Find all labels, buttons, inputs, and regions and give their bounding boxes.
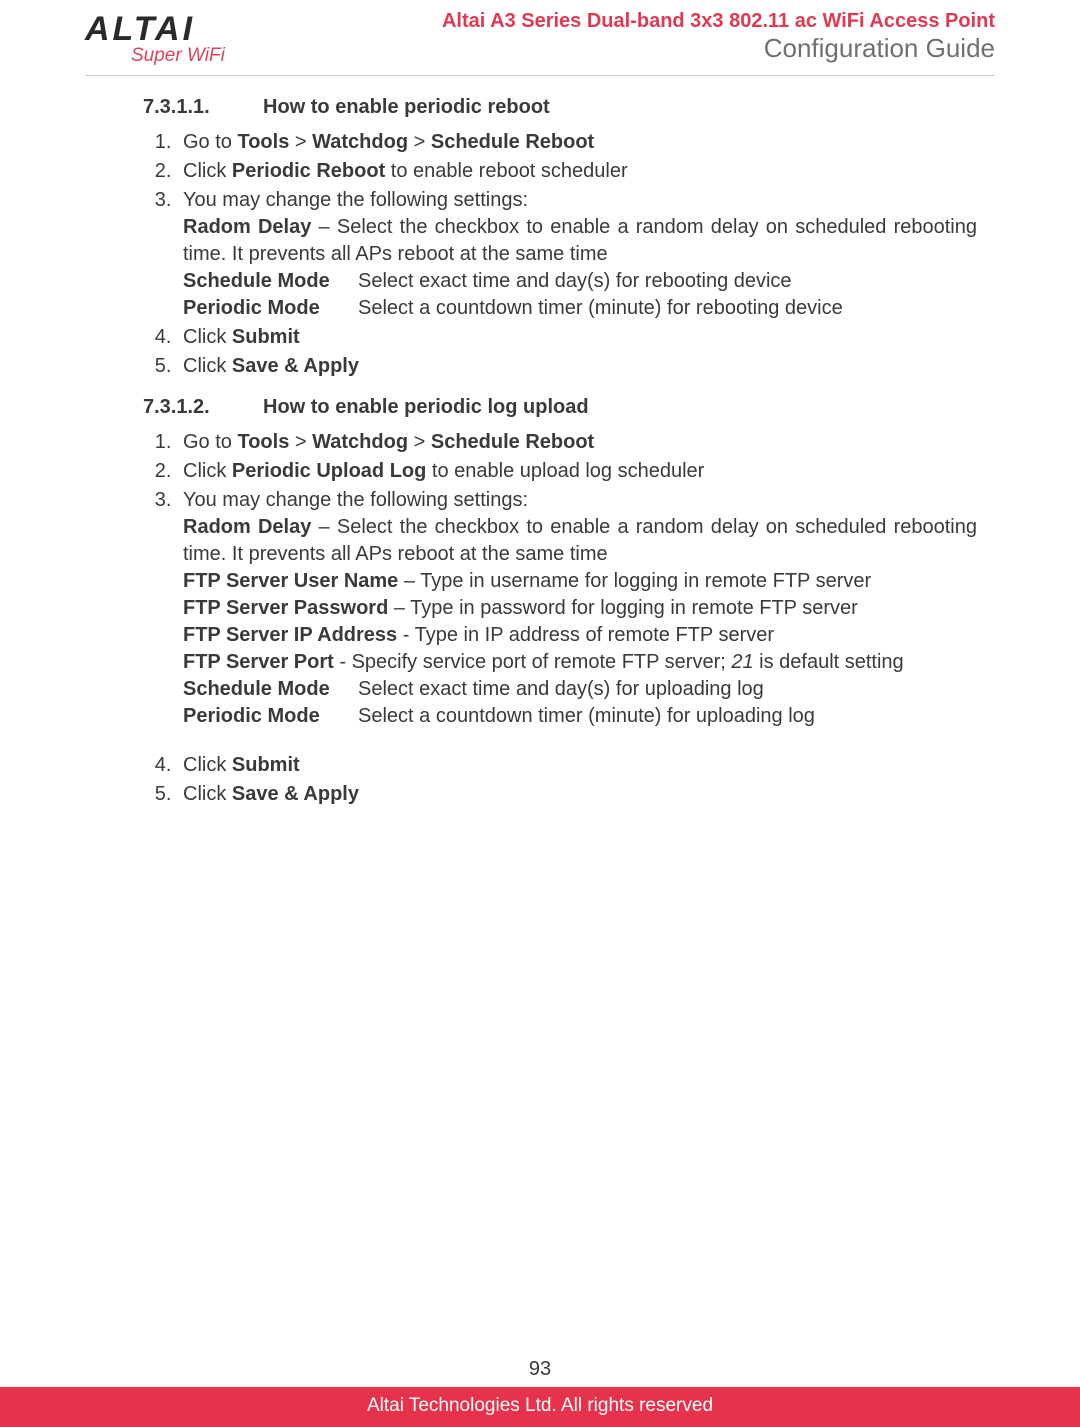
step-text: > — [408, 131, 431, 153]
page-header: ALTAI Super WiFi Altai A3 Series Dual-ba… — [85, 10, 995, 76]
section-number: 7.3.1.2. — [143, 394, 263, 421]
section-heading-2: 7.3.1.2. How to enable periodic log uplo… — [143, 394, 977, 421]
logo-sub: Super WiFi — [131, 45, 225, 67]
header-title-product: Altai A3 Series Dual-band 3x3 802.11 ac … — [442, 10, 995, 33]
mode-row: Schedule Mode Select exact time and day(… — [183, 268, 977, 295]
footer-copyright: Altai Technologies Ltd. All rights reser… — [0, 1387, 1080, 1427]
mode-row: Periodic Mode Select a countdown timer (… — [183, 295, 977, 322]
setting-italic: 21 — [731, 651, 753, 673]
logo-main: ALTAI — [85, 14, 225, 45]
step-item: Click Submit — [177, 324, 977, 351]
step-text: > — [408, 431, 431, 453]
step-item: Click Submit — [177, 752, 977, 779]
setting-text: - Specify service port of remote FTP ser… — [334, 651, 732, 673]
step-text: > — [289, 131, 312, 153]
section-heading-1: 7.3.1.1. How to enable periodic reboot — [143, 94, 977, 121]
step-text: You may change the following settings: — [183, 189, 528, 211]
setting-text: – Type in password for logging in remote… — [388, 597, 857, 619]
section-title: How to enable periodic reboot — [263, 94, 550, 121]
step-text: You may change the following settings: — [183, 489, 528, 511]
step-bold: Schedule Reboot — [431, 131, 594, 153]
mode-row: Schedule Mode Select exact time and day(… — [183, 676, 977, 703]
step-item: Go to Tools > Watchdog > Schedule Reboot — [177, 429, 977, 456]
setting-label: FTP Server User Name — [183, 570, 398, 592]
setting-label: Radom Delay — [183, 516, 311, 538]
section-title: How to enable periodic log upload — [263, 394, 589, 421]
step-bold: Periodic Reboot — [232, 160, 385, 182]
step-item: You may change the following settings: R… — [177, 187, 977, 322]
setting-text: – Type in username for logging in remote… — [398, 570, 871, 592]
page-footer: 93 Altai Technologies Ltd. All rights re… — [0, 1358, 1080, 1427]
step-bold: Submit — [232, 326, 300, 348]
setting-desc: FTP Server User Name – Type in username … — [183, 568, 977, 595]
setting-desc: FTP Server IP Address - Type in IP addre… — [183, 622, 977, 649]
step-bold: Submit — [232, 754, 300, 776]
mode-desc: Select exact time and day(s) for rebooti… — [358, 268, 977, 295]
step-item: Go to Tools > Watchdog > Schedule Reboot — [177, 129, 977, 156]
step-text: Click — [183, 355, 232, 377]
setting-label: FTP Server Password — [183, 597, 388, 619]
step-text: Go to — [183, 431, 237, 453]
setting-desc: FTP Server Password – Type in password f… — [183, 595, 977, 622]
page-number: 93 — [0, 1358, 1080, 1381]
setting-text: - Type in IP address of remote FTP serve… — [397, 624, 774, 646]
step-bold: Periodic Upload Log — [232, 460, 426, 482]
step-bold: Schedule Reboot — [431, 431, 594, 453]
step-bold: Save & Apply — [232, 783, 359, 805]
mode-row: Periodic Mode Select a countdown timer (… — [183, 703, 977, 730]
step-text: Click — [183, 754, 232, 776]
header-titles: Altai A3 Series Dual-band 3x3 802.11 ac … — [442, 10, 995, 64]
step-bold: Save & Apply — [232, 355, 359, 377]
step-text: Click — [183, 460, 232, 482]
setting-label: FTP Server Port — [183, 651, 334, 673]
logo: ALTAI Super WiFi — [85, 10, 225, 67]
mode-label: Periodic Mode — [183, 295, 358, 322]
step-text: to enable reboot scheduler — [385, 160, 627, 182]
step-text: Click — [183, 783, 232, 805]
setting-desc: Radom Delay – Select the checkbox to ena… — [183, 214, 977, 268]
step-item: Click Periodic Upload Log to enable uplo… — [177, 458, 977, 485]
setting-label: FTP Server IP Address — [183, 624, 397, 646]
mode-desc: Select a countdown timer (minute) for up… — [358, 703, 977, 730]
step-item: Click Periodic Reboot to enable reboot s… — [177, 158, 977, 185]
document-content: 7.3.1.1. How to enable periodic reboot G… — [85, 94, 995, 808]
step-bold: Tools — [237, 131, 289, 153]
step-bold: Watchdog — [312, 131, 408, 153]
mode-label: Schedule Mode — [183, 676, 358, 703]
step-text: to enable upload log scheduler — [426, 460, 704, 482]
step-item: Click Save & Apply — [177, 781, 977, 808]
mode-label: Periodic Mode — [183, 703, 358, 730]
step-text: Click — [183, 160, 232, 182]
spacer — [183, 730, 977, 750]
step-bold: Watchdog — [312, 431, 408, 453]
setting-text: is default setting — [754, 651, 904, 673]
mode-desc: Select exact time and day(s) for uploadi… — [358, 676, 977, 703]
step-text: Click — [183, 326, 232, 348]
steps-list-2: Go to Tools > Watchdog > Schedule Reboot… — [143, 429, 977, 808]
step-text: > — [289, 431, 312, 453]
setting-desc: FTP Server Port - Specify service port o… — [183, 649, 977, 676]
step-text: Go to — [183, 131, 237, 153]
mode-label: Schedule Mode — [183, 268, 358, 295]
mode-desc: Select a countdown timer (minute) for re… — [358, 295, 977, 322]
step-item: Click Save & Apply — [177, 353, 977, 380]
setting-label: Radom Delay — [183, 216, 311, 238]
step-bold: Tools — [237, 431, 289, 453]
steps-list-1: Go to Tools > Watchdog > Schedule Reboot… — [143, 129, 977, 380]
header-title-doc: Configuration Guide — [442, 33, 995, 64]
step-item: You may change the following settings: R… — [177, 487, 977, 750]
setting-desc: Radom Delay – Select the checkbox to ena… — [183, 514, 977, 568]
section-number: 7.3.1.1. — [143, 94, 263, 121]
